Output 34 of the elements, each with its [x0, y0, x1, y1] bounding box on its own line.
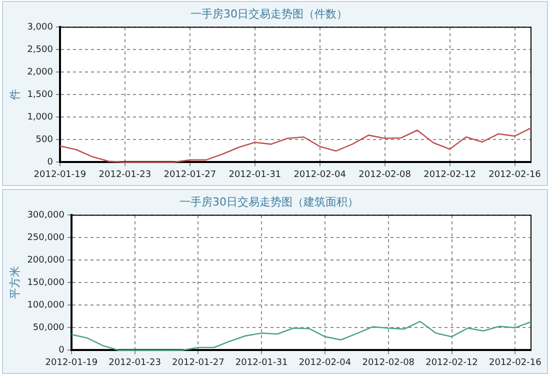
y-tick-label: 1,500 — [27, 90, 54, 100]
x-tick-label: 2012-01-27 — [164, 170, 216, 180]
y-tick-label: 0 — [47, 158, 54, 168]
y-tick-label: 200,000 — [27, 256, 65, 266]
y-tick-label: 150,000 — [27, 278, 65, 288]
x-tick-label: 2012-01-23 — [98, 170, 152, 180]
x-tick-label: 2012-01-31 — [228, 170, 282, 180]
x-tick-label: 2012-02-04 — [294, 170, 346, 180]
x-tick-label: 2012-02-12 — [424, 170, 476, 180]
y-tick-label: 1,000 — [27, 112, 54, 123]
x-tick-label: 2012-02-08 — [362, 358, 415, 368]
x-tick-label: 2012-02-16 — [488, 170, 542, 180]
x-tick-label: 2012-01-27 — [172, 358, 224, 368]
x-tick-label: 2012-01-19 — [34, 170, 86, 180]
x-tick-label: 2012-02-08 — [358, 170, 412, 180]
y-axis-title: 平方米 — [8, 266, 22, 300]
chart-title: 一手房30日交易走势图（件数） — [190, 7, 348, 20]
y-tick-label: 2,500 — [27, 45, 54, 56]
x-tick-label: 2012-02-12 — [426, 358, 478, 368]
chart-title: 一手房30日交易走势图（建筑面积） — [180, 195, 358, 208]
y-tick-label: 100,000 — [27, 300, 65, 311]
y-tick-label: 0 — [58, 346, 65, 356]
x-tick-label: 2012-01-23 — [108, 358, 161, 368]
x-tick-label: 2012-02-04 — [298, 358, 352, 368]
y-tick-label: 3,000 — [27, 22, 54, 33]
y-tick-label: 300,000 — [27, 210, 65, 221]
x-tick-label: 2012-01-31 — [235, 358, 288, 368]
x-tick-label: 2012-01-19 — [45, 358, 98, 368]
y-axis-title: 件 — [8, 89, 22, 100]
y-tick-label: 500 — [36, 135, 54, 146]
y-tick-label: 2,000 — [27, 68, 54, 78]
y-tick-label: 250,000 — [27, 233, 65, 244]
x-tick-label: 2012-02-16 — [488, 358, 542, 368]
y-tick-label: 50,000 — [32, 323, 65, 334]
